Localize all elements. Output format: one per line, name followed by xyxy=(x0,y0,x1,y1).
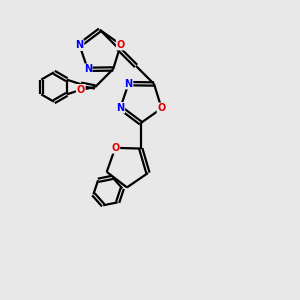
Text: N: N xyxy=(76,40,84,50)
Text: O: O xyxy=(117,40,125,50)
Text: N: N xyxy=(124,79,133,89)
Text: O: O xyxy=(111,143,119,153)
Text: O: O xyxy=(158,103,166,113)
Text: N: N xyxy=(116,103,124,113)
Text: N: N xyxy=(84,64,92,74)
Text: O: O xyxy=(76,85,85,95)
